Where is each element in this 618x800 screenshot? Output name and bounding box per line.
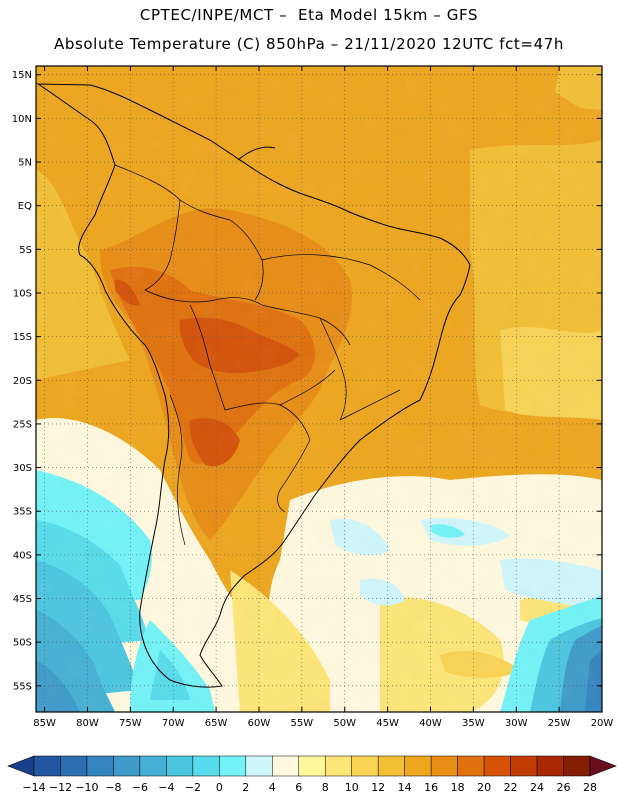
colorbar-swatch — [192, 755, 220, 777]
colorbar-level-label: −8 — [105, 781, 121, 794]
colorbar-level-label: 20 — [477, 781, 491, 794]
colorbar-level-label: 26 — [557, 781, 571, 794]
colorbar-swatch — [510, 755, 538, 777]
colorbar-swatch — [430, 755, 458, 777]
lon-tick-label: 45W — [376, 718, 399, 729]
colorbar-level-label: 8 — [322, 781, 329, 794]
lat-tick-label: 45S — [13, 594, 32, 605]
colorbar-swatch — [272, 755, 300, 777]
colorbar-swatch — [483, 755, 511, 777]
lat-tick-label: 15N — [12, 70, 32, 81]
colorbar-level-label: 12 — [371, 781, 385, 794]
temperature-field — [36, 66, 602, 712]
lat-tick-label: 10S — [13, 288, 32, 299]
colorbar-swatch — [166, 755, 194, 777]
coastline — [36, 83, 471, 688]
lat-tick-label: 25S — [13, 419, 32, 430]
colorbar-level-label: 4 — [269, 781, 276, 794]
colorbar-high-arrow — [589, 755, 617, 777]
map-title: CPTEC/INPE/MCT – Eta Model 15km – GFS — [139, 6, 479, 24]
lat-tick-label: 5S — [19, 245, 32, 256]
colorbar-level-label: −6 — [132, 781, 148, 794]
colorbar-swatch — [113, 755, 141, 777]
colorbar-level-label: −12 — [49, 781, 72, 794]
colorbar-swatch — [245, 755, 273, 777]
lon-tick-label: 50W — [333, 718, 356, 729]
colorbar-swatch — [298, 755, 326, 777]
lon-tick-label: 35W — [462, 718, 485, 729]
colorbar-level-label: 22 — [504, 781, 518, 794]
lon-tick-label: 70W — [162, 718, 185, 729]
lon-tick-label: 55W — [291, 718, 314, 729]
colorbar-level-label: 24 — [530, 781, 544, 794]
lat-tick-label: 15S — [13, 332, 32, 343]
colorbar-swatch — [351, 755, 379, 777]
colorbar-level-label: 2 — [242, 781, 249, 794]
colorbar-swatch — [33, 755, 61, 777]
lat-tick-label: 40S — [13, 550, 32, 561]
lat-tick-label: 30S — [13, 463, 32, 474]
lon-tick-label: 80W — [76, 718, 99, 729]
lon-tick-label: 65W — [205, 718, 228, 729]
lat-tick-label: 55S — [13, 681, 32, 692]
colorbar-level-label: 10 — [345, 781, 359, 794]
lat-tick-label: 10N — [12, 114, 32, 125]
lat-tick-label: 35S — [13, 507, 32, 518]
country-borders — [114, 164, 421, 546]
colorbar-swatch — [219, 755, 247, 777]
lon-tick-label: 25W — [548, 718, 571, 729]
lat-tick-label: EQ — [18, 201, 32, 212]
colorbar: −14 −12 −10 −8 −6 −4 −2 0 2 4 6 8 10 12 14 16 18 20 22 24 26… — [7, 755, 617, 794]
colorbar-level-label: −10 — [75, 781, 98, 794]
colorbar-swatch — [139, 755, 167, 777]
colorbar-level-label: −4 — [158, 781, 174, 794]
lat-tick-label: 50S — [13, 638, 32, 649]
lon-tick-label: 60W — [248, 718, 271, 729]
colorbar-swatch — [457, 755, 485, 777]
lon-tick-label: 20W — [591, 718, 614, 729]
colorbar-low-arrow — [7, 755, 35, 777]
lon-tick-label: 75W — [119, 718, 142, 729]
lat-tick-label: 5N — [18, 158, 32, 169]
colorbar-swatch — [324, 755, 352, 777]
colorbar-swatch — [377, 755, 405, 777]
map-frame — [35, 65, 603, 713]
colorbar-swatch — [536, 755, 564, 777]
colorbar-swatch — [86, 755, 114, 777]
colorbar-swatch — [60, 755, 88, 777]
latitude-ticks: 15N 10N 5N EQ 5S 10S 15S 20S 25S 30S 35S 40S 45S 50S 5… — [12, 70, 602, 692]
lon-tick-label: 85W — [33, 718, 56, 729]
colorbar-level-label: −2 — [185, 781, 201, 794]
colorbar-level-label: 14 — [398, 781, 412, 794]
colorbar-swatch — [563, 755, 591, 777]
colorbar-level-label: −14 — [22, 781, 45, 794]
lat-tick-label: 20S — [13, 376, 32, 387]
longitude-ticks: 85W 80W 75W 70W 65W 60W 55W 50W 45W 40W 35W 30W 25W 2… — [33, 66, 613, 729]
map-subtitle: Absolute Temperature (C) 850hPa – 21/11/… — [54, 35, 564, 53]
colorbar-level-label: 0 — [216, 781, 223, 794]
colorbar-swatch — [404, 755, 432, 777]
lon-tick-label: 30W — [505, 718, 528, 729]
colorbar-level-label: 28 — [583, 781, 597, 794]
colorbar-level-label: 6 — [295, 781, 302, 794]
colorbar-level-label: 16 — [424, 781, 438, 794]
lon-tick-label: 40W — [419, 718, 442, 729]
colorbar-level-label: 18 — [451, 781, 465, 794]
